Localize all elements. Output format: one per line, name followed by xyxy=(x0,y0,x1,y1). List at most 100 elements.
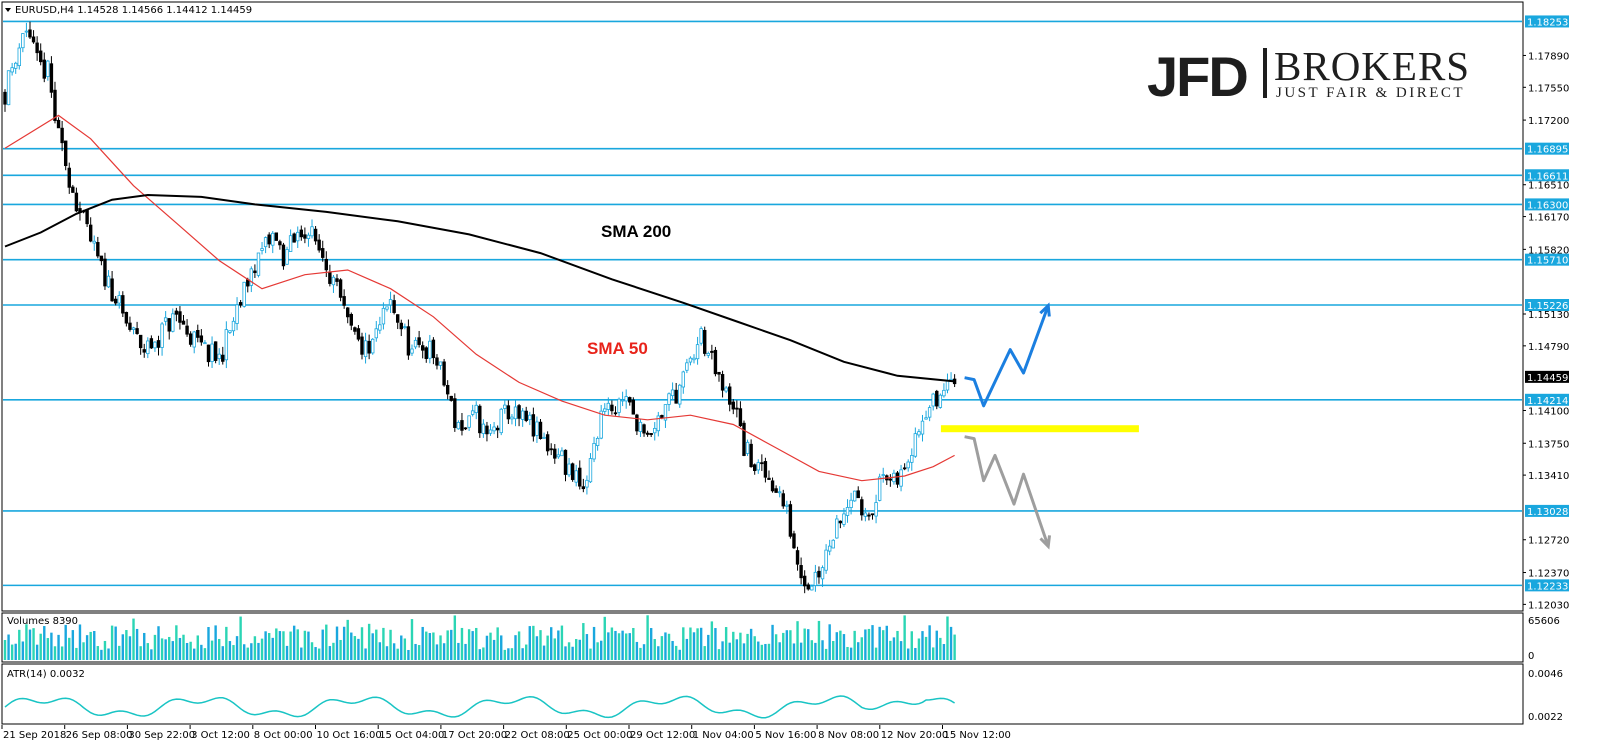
volume-bar xyxy=(475,627,478,660)
candle-body xyxy=(703,329,707,354)
candle-body xyxy=(135,328,139,334)
candle-body xyxy=(681,371,685,388)
volume-bar xyxy=(821,640,824,660)
volume-bar xyxy=(425,631,428,660)
candle-body xyxy=(617,398,621,413)
candle-body xyxy=(442,361,446,386)
candle-body xyxy=(606,402,611,410)
volume-bar xyxy=(735,639,739,660)
candle-body xyxy=(753,464,757,471)
candle-body xyxy=(667,393,671,405)
time-tick-label: 17 Oct 20:00 xyxy=(442,730,507,741)
volume-bar xyxy=(7,634,10,660)
volume-bar xyxy=(57,634,60,660)
candle-body xyxy=(588,458,593,483)
candle-body xyxy=(296,231,300,242)
volume-bar xyxy=(200,644,203,660)
volume-bar xyxy=(942,644,946,660)
candle-body xyxy=(63,140,68,167)
level-price-box xyxy=(1525,579,1569,592)
volume-bar xyxy=(485,635,489,660)
volume-bar xyxy=(696,628,699,660)
candle-body xyxy=(410,348,414,354)
candle-body xyxy=(760,462,764,465)
candle-body xyxy=(378,324,382,331)
time-tick-label: 1 Nov 04:00 xyxy=(693,730,754,741)
candle-body xyxy=(71,186,75,193)
candle-body xyxy=(328,271,332,284)
volume-bar xyxy=(585,634,589,660)
volume-bar xyxy=(607,632,610,660)
candle-body xyxy=(902,467,907,470)
volume-bar xyxy=(189,641,192,660)
candle-body xyxy=(449,395,453,401)
candle-body xyxy=(820,567,825,580)
candle-body xyxy=(927,407,932,418)
volume-bar xyxy=(360,627,364,660)
scenario-arrows xyxy=(964,302,1052,550)
volume-bar xyxy=(610,627,614,660)
candle-body xyxy=(238,302,243,306)
candle-body xyxy=(292,233,296,243)
volume-bar xyxy=(146,643,149,660)
candle-body xyxy=(924,417,928,420)
volume-bar xyxy=(171,641,174,660)
candle-body xyxy=(638,421,643,432)
candle-body xyxy=(231,320,236,332)
volume-bar xyxy=(482,647,485,660)
volume-bar xyxy=(885,625,888,660)
candle-body xyxy=(106,275,111,288)
horizontal-levels xyxy=(3,20,1522,587)
volume-bar xyxy=(178,637,182,660)
volume-bar xyxy=(796,621,799,660)
current-price-box xyxy=(1525,370,1569,383)
volume-bar xyxy=(832,641,835,660)
volume-bar xyxy=(10,644,14,660)
volume-bar xyxy=(642,644,646,660)
dropdown-triangle-icon[interactable] xyxy=(5,8,11,12)
candle-body xyxy=(592,443,596,460)
candle-body xyxy=(253,270,257,274)
volume-bar xyxy=(457,642,460,660)
volume-bar xyxy=(39,633,42,660)
candle-body xyxy=(920,420,925,435)
volume-bar xyxy=(767,643,771,660)
candle-body xyxy=(870,513,875,516)
volume-bar xyxy=(125,630,128,660)
candle-body xyxy=(860,499,864,516)
volume-bar xyxy=(867,628,871,660)
volume-bar xyxy=(667,633,671,660)
volume-bar xyxy=(357,638,360,660)
logo-jfd: JFD xyxy=(1147,45,1247,108)
volume-bar xyxy=(792,643,796,660)
volume-bar xyxy=(889,640,892,660)
candle-body xyxy=(256,252,261,276)
volume-bar xyxy=(789,630,792,660)
candle-body xyxy=(21,33,25,49)
volume-bar xyxy=(342,626,346,660)
level-price-label: 1.16611 xyxy=(1527,171,1568,182)
volume-bar xyxy=(628,633,631,660)
candle-body xyxy=(260,248,264,251)
volume-bar xyxy=(817,620,821,660)
volume-bar xyxy=(882,630,885,660)
candle-body xyxy=(213,341,218,361)
volume-bar xyxy=(400,635,403,660)
volume-bar xyxy=(392,643,396,660)
volume-bar xyxy=(614,630,617,660)
bearish-scenario-arrow-head xyxy=(1039,535,1052,550)
sma200-line xyxy=(4,193,955,383)
price-tick-label: 1.13410 xyxy=(1528,471,1569,482)
candle-body xyxy=(553,448,557,459)
candle-body xyxy=(824,549,828,571)
volume-bar xyxy=(446,630,449,660)
candle-body xyxy=(453,398,457,428)
candle-body xyxy=(206,344,211,363)
candle-body xyxy=(3,91,7,105)
candle-body xyxy=(235,304,239,324)
volume-bar xyxy=(389,629,392,660)
volume-bar xyxy=(946,616,949,660)
jfd-brokers-logo: JFD BROKERS JUST FAIR & DIRECT xyxy=(1147,43,1469,108)
candle-body xyxy=(635,414,639,432)
